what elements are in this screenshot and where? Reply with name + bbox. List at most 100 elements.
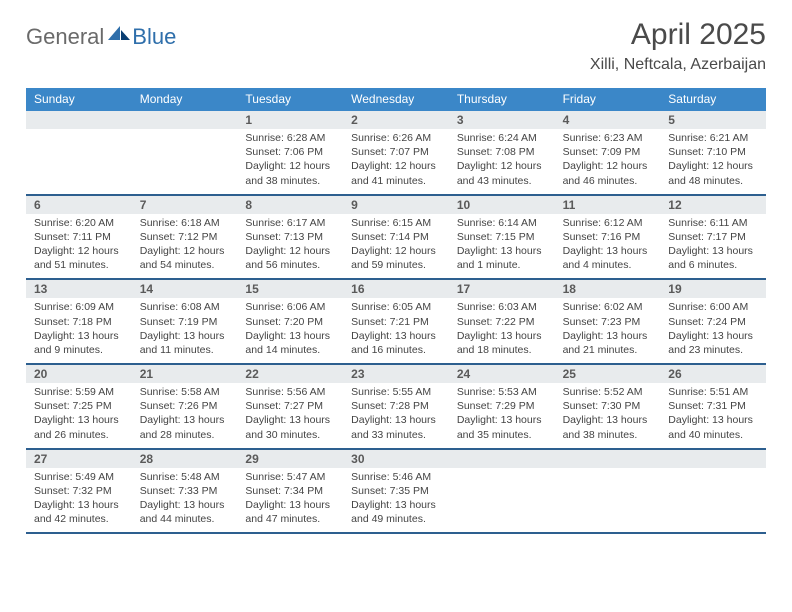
daylight-text: Daylight: 13 hours and 21 minutes. [563,329,655,357]
day-number: 20 [26,365,132,383]
day-body: Sunrise: 6:24 AMSunset: 7:08 PMDaylight:… [449,129,555,188]
sunset-text: Sunset: 7:30 PM [563,399,655,413]
day-body: Sunrise: 6:20 AMSunset: 7:11 PMDaylight:… [26,214,132,273]
calendar-cell: 19Sunrise: 6:00 AMSunset: 7:24 PMDayligh… [660,280,766,363]
daylight-text: Daylight: 13 hours and 47 minutes. [245,498,337,526]
sunrise-text: Sunrise: 5:52 AM [563,385,655,399]
sunrise-text: Sunrise: 6:23 AM [563,131,655,145]
daylight-text: Daylight: 13 hours and 38 minutes. [563,413,655,441]
daylight-text: Daylight: 13 hours and 28 minutes. [140,413,232,441]
day-body: Sunrise: 6:12 AMSunset: 7:16 PMDaylight:… [555,214,661,273]
day-number [555,450,661,468]
day-number: 28 [132,450,238,468]
calendar-cell: 25 Sunrise: 5:52 AMSunset: 7:30 PMDayligh… [555,365,661,448]
sunset-text: Sunset: 7:08 PM [457,145,549,159]
calendar-cell: 3Sunrise: 6:24 AMSunset: 7:08 PMDaylight… [449,111,555,194]
daylight-text: Daylight: 13 hours and 26 minutes. [34,413,126,441]
sunrise-text: Sunrise: 5:46 AM [351,470,443,484]
sunset-text: Sunset: 7:09 PM [563,145,655,159]
day-body: Sunrise: 6:21 AMSunset: 7:10 PMDaylight:… [660,129,766,188]
day-number: 18 [555,280,661,298]
day-number: 1 [237,111,343,129]
sunset-text: Sunset: 7:06 PM [245,145,337,159]
sunrise-text: Sunrise: 5:55 AM [351,385,443,399]
day-number: 12 [660,196,766,214]
calendar-cell: 4 Sunrise: 6:23 AMSunset: 7:09 PMDaylight… [555,111,661,194]
sunset-text: Sunset: 7:17 PM [668,230,760,244]
calendar-week: 13Sunrise: 6:09 AMSunset: 7:18 PMDayligh… [26,280,766,365]
day-body: Sunrise: 5:49 AMSunset: 7:32 PMDaylight:… [26,468,132,527]
sunrise-text: Sunrise: 6:26 AM [351,131,443,145]
day-body: Sunrise: 6:17 AMSunset: 7:13 PMDaylight:… [237,214,343,273]
day-number: 4 [555,111,661,129]
calendar-cell: 26Sunrise: 5:51 AMSunset: 7:31 PMDayligh… [660,365,766,448]
day-number: 23 [343,365,449,383]
sunrise-text: Sunrise: 6:18 AM [140,216,232,230]
day-body: Sunrise: 5:56 AMSunset: 7:27 PMDaylight:… [237,383,343,442]
day-number: 25 [555,365,661,383]
sunset-text: Sunset: 7:32 PM [34,484,126,498]
daylight-text: Daylight: 13 hours and 14 minutes. [245,329,337,357]
daylight-text: Daylight: 12 hours and 46 minutes. [563,159,655,187]
day-number: 8 [237,196,343,214]
daylight-text: Daylight: 13 hours and 40 minutes. [668,413,760,441]
day-number: 29 [237,450,343,468]
daylight-text: Daylight: 13 hours and 23 minutes. [668,329,760,357]
day-body: Sunrise: 5:58 AMSunset: 7:26 PMDaylight:… [132,383,238,442]
sunset-text: Sunset: 7:12 PM [140,230,232,244]
calendar-cell: 8Sunrise: 6:17 AMSunset: 7:13 PMDaylight… [237,196,343,279]
sunset-text: Sunset: 7:14 PM [351,230,443,244]
sunrise-text: Sunrise: 6:09 AM [34,300,126,314]
calendar-cell: 29Sunrise: 5:47 AMSunset: 7:34 PMDayligh… [237,450,343,533]
sunrise-text: Sunrise: 6:28 AM [245,131,337,145]
brand-part1: General [26,24,104,50]
calendar-cell: 2Sunrise: 6:26 AMSunset: 7:07 PMDaylight… [343,111,449,194]
daylight-text: Daylight: 13 hours and 1 minute. [457,244,549,272]
weekday-header: Sunday [26,88,132,111]
weekday-header: Monday [132,88,238,111]
calendar-cell [449,450,555,533]
sunrise-text: Sunrise: 6:17 AM [245,216,337,230]
weekday-header: Wednesday [343,88,449,111]
day-body: Sunrise: 6:18 AMSunset: 7:12 PMDaylight:… [132,214,238,273]
calendar-page: General Blue April 2025 Xilli, Neftcala,… [0,0,792,612]
weekday-header: Tuesday [237,88,343,111]
weekday-header-row: Sunday Monday Tuesday Wednesday Thursday… [26,88,766,111]
day-body: Sunrise: 6:09 AMSunset: 7:18 PMDaylight:… [26,298,132,357]
calendar-cell [660,450,766,533]
day-number [660,450,766,468]
calendar-cell: 6Sunrise: 6:20 AMSunset: 7:11 PMDaylight… [26,196,132,279]
daylight-text: Daylight: 12 hours and 56 minutes. [245,244,337,272]
day-body: Sunrise: 5:46 AMSunset: 7:35 PMDaylight:… [343,468,449,527]
location-subtitle: Xilli, Neftcala, Azerbaijan [590,56,766,74]
sunrise-text: Sunrise: 5:49 AM [34,470,126,484]
calendar-cell: 1 Sunrise: 6:28 AMSunset: 7:06 PMDaylight… [237,111,343,194]
calendar-cell: 10Sunrise: 6:14 AMSunset: 7:15 PMDayligh… [449,196,555,279]
calendar-week: 20Sunrise: 5:59 AMSunset: 7:25 PMDayligh… [26,365,766,450]
calendar-cell: 15Sunrise: 6:06 AMSunset: 7:20 PMDayligh… [237,280,343,363]
sunset-text: Sunset: 7:33 PM [140,484,232,498]
calendar-cell: 24Sunrise: 5:53 AMSunset: 7:29 PMDayligh… [449,365,555,448]
sunrise-text: Sunrise: 6:05 AM [351,300,443,314]
day-number: 26 [660,365,766,383]
calendar-cell: 21Sunrise: 5:58 AMSunset: 7:26 PMDayligh… [132,365,238,448]
daylight-text: Daylight: 12 hours and 59 minutes. [351,244,443,272]
calendar-cell: 5Sunrise: 6:21 AMSunset: 7:10 PMDaylight… [660,111,766,194]
day-body: Sunrise: 5:48 AMSunset: 7:33 PMDaylight:… [132,468,238,527]
day-body: Sunrise: 6:05 AMSunset: 7:21 PMDaylight:… [343,298,449,357]
sunrise-text: Sunrise: 5:59 AM [34,385,126,399]
daylight-text: Daylight: 13 hours and 16 minutes. [351,329,443,357]
daylight-text: Daylight: 12 hours and 48 minutes. [668,159,760,187]
daylight-text: Daylight: 13 hours and 35 minutes. [457,413,549,441]
calendar-cell: 17Sunrise: 6:03 AMSunset: 7:22 PMDayligh… [449,280,555,363]
sunset-text: Sunset: 7:23 PM [563,315,655,329]
daylight-text: Daylight: 12 hours and 38 minutes. [245,159,337,187]
calendar-cell: 30Sunrise: 5:46 AMSunset: 7:35 PMDayligh… [343,450,449,533]
sunrise-text: Sunrise: 6:00 AM [668,300,760,314]
daylight-text: Daylight: 13 hours and 18 minutes. [457,329,549,357]
sunrise-text: Sunrise: 5:53 AM [457,385,549,399]
weekday-header: Saturday [660,88,766,111]
daylight-text: Daylight: 13 hours and 44 minutes. [140,498,232,526]
day-number [132,111,238,129]
daylight-text: Daylight: 13 hours and 9 minutes. [34,329,126,357]
